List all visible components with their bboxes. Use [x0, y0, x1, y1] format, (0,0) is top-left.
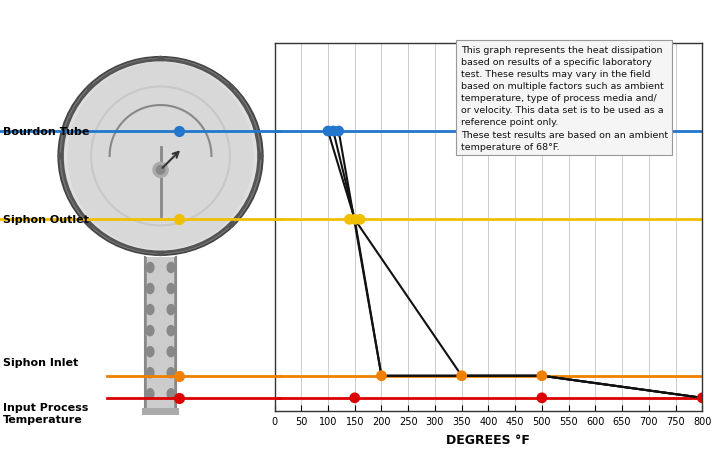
Ellipse shape — [87, 222, 93, 228]
Ellipse shape — [153, 163, 168, 178]
Point — [376, 372, 387, 380]
Point — [322, 128, 334, 135]
Ellipse shape — [146, 284, 154, 294]
Point — [333, 128, 344, 135]
Ellipse shape — [158, 250, 164, 256]
Point — [697, 394, 708, 402]
Ellipse shape — [65, 63, 257, 250]
Ellipse shape — [146, 389, 154, 399]
Ellipse shape — [257, 153, 263, 160]
Ellipse shape — [167, 284, 175, 294]
Ellipse shape — [167, 389, 175, 399]
Ellipse shape — [167, 368, 175, 378]
Ellipse shape — [167, 263, 175, 273]
Point — [327, 128, 339, 135]
Ellipse shape — [167, 347, 175, 357]
Ellipse shape — [146, 347, 154, 357]
Point — [354, 216, 366, 224]
Ellipse shape — [60, 59, 261, 254]
Point — [536, 394, 548, 402]
Ellipse shape — [58, 153, 65, 160]
Text: SIPHON HEAT DISSIPATION CHART: SIPHON HEAT DISSIPATION CHART — [6, 11, 323, 29]
Text: Input Process
Temperature: Input Process Temperature — [3, 402, 88, 424]
Ellipse shape — [68, 64, 253, 249]
Point — [344, 216, 355, 224]
Ellipse shape — [167, 326, 175, 336]
Ellipse shape — [227, 85, 234, 92]
Ellipse shape — [167, 305, 175, 315]
Ellipse shape — [58, 57, 263, 256]
Ellipse shape — [158, 57, 164, 64]
Text: Siphon Inlet: Siphon Inlet — [3, 358, 78, 368]
Text: Siphon Outlet: Siphon Outlet — [3, 215, 88, 225]
Ellipse shape — [156, 166, 165, 175]
Ellipse shape — [146, 263, 154, 273]
Bar — [142, 409, 179, 415]
Ellipse shape — [87, 85, 93, 92]
Text: Bourdon Tube: Bourdon Tube — [3, 127, 89, 137]
X-axis label: DEGREES °F: DEGREES °F — [446, 432, 530, 446]
Point — [456, 372, 468, 380]
Point — [536, 372, 548, 380]
Ellipse shape — [146, 326, 154, 336]
Ellipse shape — [146, 368, 154, 378]
Ellipse shape — [146, 305, 154, 315]
Point — [349, 216, 360, 224]
Text: This graph represents the heat dissipation
based on results of a specific labora: This graph represents the heat dissipati… — [461, 45, 667, 151]
Bar — [145, 257, 176, 409]
Point — [349, 394, 360, 402]
Ellipse shape — [227, 222, 234, 228]
Bar — [148, 257, 174, 409]
